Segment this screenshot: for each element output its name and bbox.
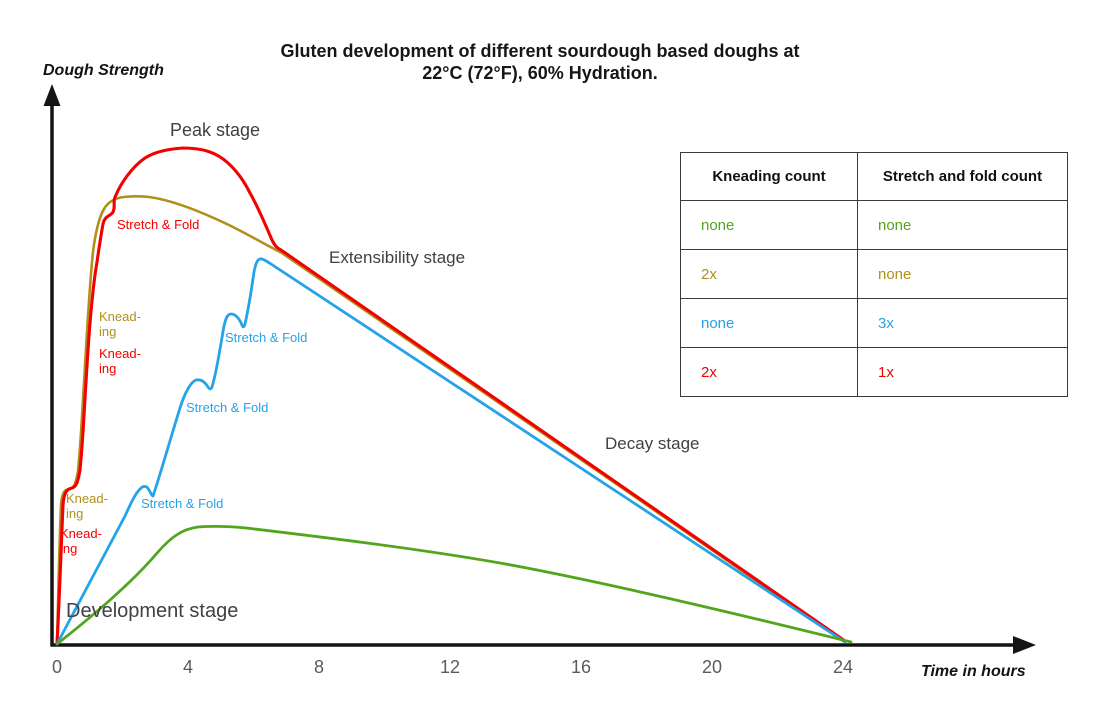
blue-stretch-fold-label-1: Stretch & Fold xyxy=(141,496,224,511)
chart-title-line1: Gluten development of different sourdoug… xyxy=(280,41,800,61)
y-axis xyxy=(43,84,61,647)
curve-blue xyxy=(55,257,847,646)
red-kneading-label-lower: Knead- ing xyxy=(60,526,102,556)
cell-blue-stretch-fold: 3x xyxy=(857,298,1068,348)
y-axis-arrow-icon xyxy=(43,84,61,106)
x-axis-arrow-icon xyxy=(1013,636,1036,654)
legend-header-stretch-fold: Stretch and fold count xyxy=(857,152,1068,201)
x-tick-20: 20 xyxy=(701,657,723,677)
curve-red xyxy=(55,146,847,646)
table-row: none 3x xyxy=(680,298,1068,348)
x-tick-0: 0 xyxy=(51,657,62,677)
cell-yellow-stretch-fold: none xyxy=(857,249,1068,299)
curve-dark-yellow xyxy=(55,194,847,646)
x-tick-4: 4 xyxy=(182,657,193,677)
x-axis-label: Time in hours xyxy=(921,663,1026,680)
cell-red-kneading: 2x xyxy=(680,347,858,397)
x-tick-8: 8 xyxy=(313,657,324,677)
curve-green xyxy=(55,524,853,646)
y-axis-label: Dough Strength xyxy=(43,62,164,79)
x-tick-24: 24 xyxy=(832,657,854,677)
blue-stretch-fold-label-2: Stretch & Fold xyxy=(186,400,269,415)
table-row: none none xyxy=(680,200,1068,250)
legend-table: Kneading count Stretch and fold count no… xyxy=(680,152,1068,397)
red-kneading-label-upper: Knead- ing xyxy=(99,346,141,376)
chart-title-line2: 22°C (72°F), 60% Hydration. xyxy=(422,63,658,83)
table-row: 2x 1x xyxy=(680,347,1068,397)
x-tick-16: 16 xyxy=(570,657,592,677)
table-row: 2x none xyxy=(680,249,1068,299)
chart-title: Gluten development of different sourdoug… xyxy=(140,40,940,84)
yellow-kneading-label-upper: Knead- ing xyxy=(99,309,141,339)
blue-stretch-fold-label-3: Stretch & Fold xyxy=(225,330,308,345)
x-axis xyxy=(50,636,1036,654)
cell-blue-kneading: none xyxy=(680,298,858,348)
stage-label-development: Development stage xyxy=(66,600,239,622)
legend-header-row: Kneading count Stretch and fold count xyxy=(680,152,1068,201)
stage-label-extensibility: Extensibility stage xyxy=(329,248,466,267)
stage-label-peak: Peak stage xyxy=(170,120,261,140)
yellow-kneading-label-lower: Knead- ing xyxy=(66,491,108,521)
x-tick-12: 12 xyxy=(439,657,461,677)
stage-label-decay: Decay stage xyxy=(605,434,700,453)
cell-red-stretch-fold: 1x xyxy=(857,347,1068,397)
cell-green-stretch-fold: none xyxy=(857,200,1068,250)
red-stretch-fold-label: Stretch & Fold xyxy=(117,217,200,232)
legend-header-kneading: Kneading count xyxy=(680,152,858,201)
cell-green-kneading: none xyxy=(680,200,858,250)
cell-yellow-kneading: 2x xyxy=(680,249,858,299)
